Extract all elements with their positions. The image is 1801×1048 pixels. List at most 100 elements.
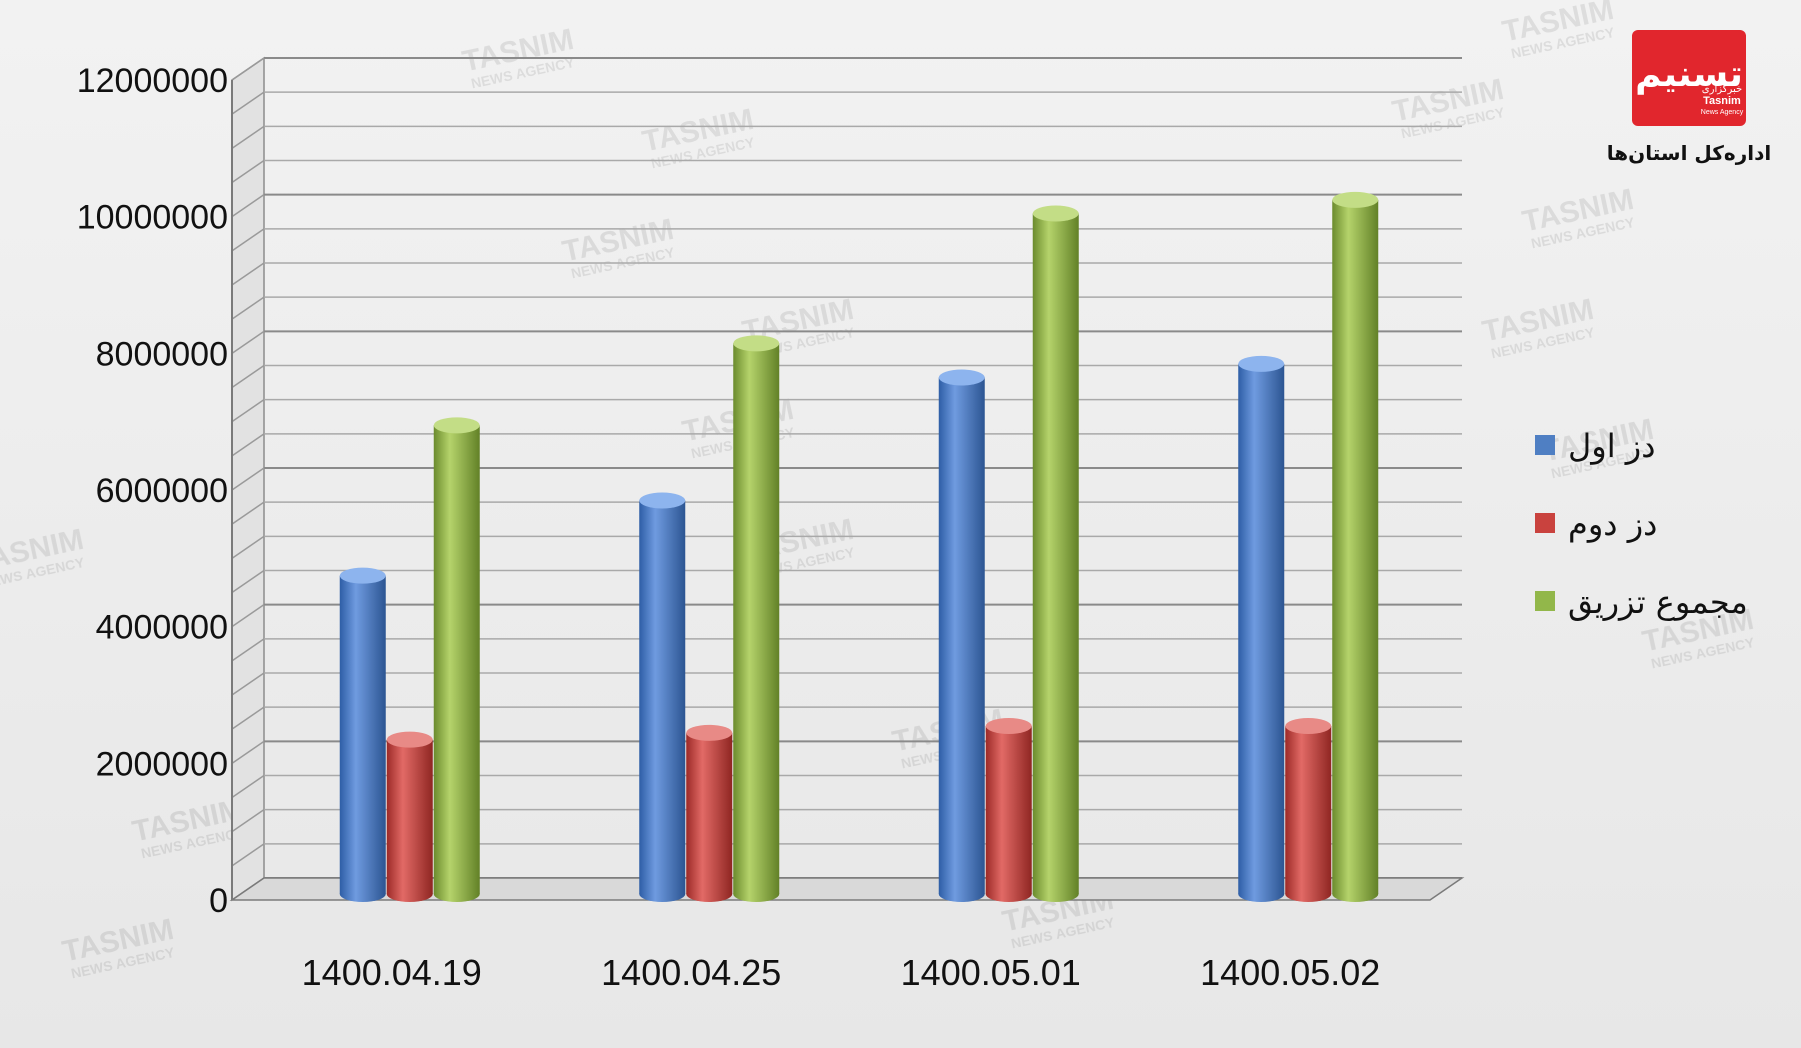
bar-body bbox=[1332, 199, 1379, 895]
brand-subtitle: اداره‌کل استان‌ها bbox=[1607, 141, 1771, 165]
grid-line-side bbox=[231, 296, 265, 320]
y-tick-label: 8000000 bbox=[96, 335, 228, 373]
grid-line-side bbox=[231, 604, 265, 628]
legend-swatch bbox=[1535, 513, 1555, 533]
logo-main-text: تسنیم bbox=[1635, 54, 1743, 95]
y-tick-labels: 0 2000000 4000000 6000000 8000000 10000000 120… bbox=[77, 62, 228, 920]
bar-body bbox=[339, 575, 386, 894]
bar-top bbox=[733, 335, 780, 352]
x-tick-labels: 1400.04.19 1400.04.25 1400.05.01 1400.05.02 bbox=[302, 952, 1381, 993]
bar-base bbox=[433, 886, 480, 902]
bar-base bbox=[1238, 886, 1285, 902]
bars-layer bbox=[339, 191, 1379, 902]
logo-small-en2: News Agency bbox=[1701, 109, 1744, 116]
bar bbox=[433, 417, 480, 902]
bar-base bbox=[733, 886, 780, 902]
legend-swatch bbox=[1535, 435, 1555, 455]
bar-top bbox=[339, 567, 386, 584]
bar-top bbox=[1032, 205, 1079, 222]
bar-base bbox=[1285, 886, 1332, 902]
grid-line-side bbox=[231, 569, 265, 594]
bar-base bbox=[985, 886, 1032, 902]
legend-label: مجموع تزریق bbox=[1568, 583, 1748, 621]
bar-body bbox=[639, 500, 686, 894]
logo-red-box bbox=[1632, 30, 1746, 126]
bar bbox=[686, 724, 733, 902]
grid-line-side bbox=[231, 774, 265, 799]
grid-line-side bbox=[231, 809, 265, 833]
bar-body bbox=[938, 377, 985, 894]
grid-line-side bbox=[231, 194, 265, 218]
y-tick-label: 4000000 bbox=[96, 609, 228, 647]
x-tick-label: 1400.05.02 bbox=[1200, 952, 1380, 993]
bar-top bbox=[433, 417, 480, 434]
bar-top bbox=[1285, 718, 1332, 734]
grid-line-side bbox=[231, 125, 265, 149]
bar bbox=[985, 718, 1032, 902]
bar-body bbox=[733, 343, 780, 894]
bar bbox=[733, 335, 780, 902]
y-tick-label: 12000000 bbox=[77, 62, 228, 100]
grid-line-side bbox=[231, 364, 265, 389]
bar-base bbox=[686, 886, 733, 902]
legend-label: دز اول bbox=[1568, 427, 1655, 465]
grid-line-side bbox=[231, 672, 265, 696]
y-tick-label: 6000000 bbox=[96, 472, 228, 510]
bar bbox=[386, 731, 433, 902]
bar bbox=[639, 492, 686, 902]
bar-top bbox=[985, 718, 1032, 734]
y-tick-label: 10000000 bbox=[77, 199, 228, 237]
bar-body bbox=[1238, 363, 1285, 894]
tasnim-logo: تسنیم خبرگزاری Tasnim News Agency اداره‌… bbox=[1607, 30, 1771, 165]
grid-line-side bbox=[231, 843, 265, 867]
bar bbox=[938, 369, 985, 902]
bar-top bbox=[1332, 191, 1379, 208]
x-tick-label: 1400.04.19 bbox=[302, 952, 482, 993]
bar-body bbox=[1032, 213, 1079, 894]
grid-line-side bbox=[231, 501, 265, 525]
logo-small-fa: خبرگزاری bbox=[1702, 83, 1742, 95]
bar-base bbox=[1332, 886, 1379, 902]
bar-body bbox=[1285, 726, 1332, 894]
logo-small-en: Tasnim bbox=[1703, 95, 1741, 107]
bar-base bbox=[1032, 886, 1079, 902]
grid-line-side bbox=[231, 467, 265, 491]
grid-line-side bbox=[231, 535, 265, 559]
grid-line-side bbox=[231, 433, 265, 457]
grid-line-side bbox=[231, 91, 265, 115]
bar bbox=[1238, 355, 1285, 902]
bar bbox=[1032, 205, 1079, 902]
grid-line-side bbox=[231, 228, 265, 252]
bar-body bbox=[686, 732, 733, 894]
y-tick-label: 2000000 bbox=[96, 745, 228, 783]
bar-base bbox=[339, 886, 386, 902]
bar-base bbox=[639, 886, 686, 902]
bar-body bbox=[985, 726, 1032, 894]
y-tick-label: 0 bbox=[209, 882, 228, 920]
bar bbox=[1332, 191, 1379, 902]
grid-line-side bbox=[231, 262, 265, 286]
bar-top bbox=[639, 492, 686, 509]
grid-line-side bbox=[231, 399, 265, 423]
bar-top bbox=[1238, 355, 1285, 372]
bar-top bbox=[386, 731, 433, 748]
bar-top bbox=[938, 369, 985, 386]
bar-body bbox=[433, 425, 480, 894]
x-tick-label: 1400.05.01 bbox=[901, 952, 1081, 993]
grid-line-side bbox=[231, 159, 265, 184]
grid-line-side bbox=[231, 740, 265, 764]
floor bbox=[229, 877, 1465, 901]
bar-top bbox=[686, 724, 733, 741]
legend-swatch bbox=[1535, 591, 1555, 611]
legend: دز اول دز دوم مجموع تزریق bbox=[1535, 427, 1748, 621]
